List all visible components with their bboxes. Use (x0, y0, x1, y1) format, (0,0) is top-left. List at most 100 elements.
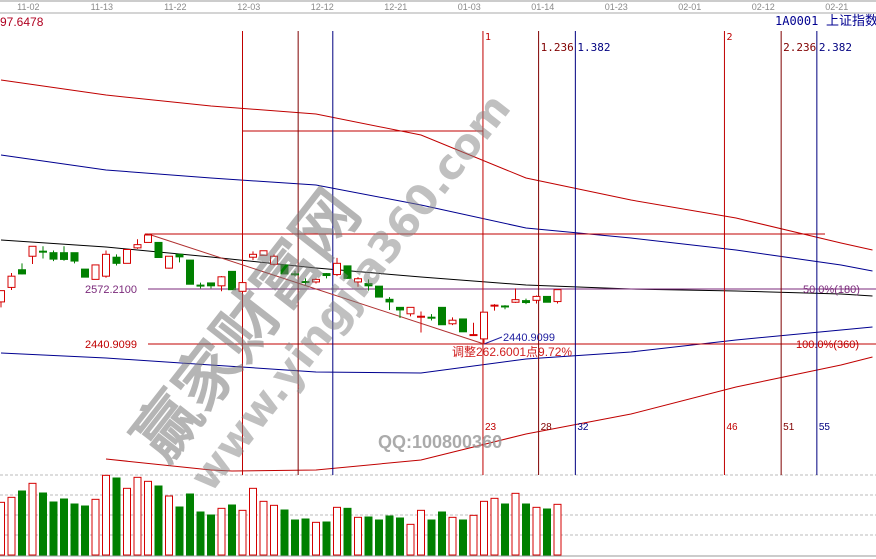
date-tick-label: 01-03 (458, 2, 481, 12)
volume-bar (39, 492, 47, 556)
fib-bar-count-label: 28 (541, 422, 553, 433)
volume-bar (385, 515, 394, 556)
candle (144, 234, 152, 243)
date-tick-label: 01-23 (605, 2, 628, 12)
volume-bar (133, 476, 142, 556)
candle (364, 279, 373, 291)
candle-body (553, 289, 562, 303)
volume-bar (81, 505, 89, 556)
low-marker-label: 2440.9099 (503, 332, 555, 344)
volume-bar (207, 514, 215, 556)
candle-body (7, 275, 16, 288)
candle-body (322, 273, 331, 277)
candle-body (438, 306, 446, 326)
fib-ratio-label: 1.236 (541, 41, 574, 54)
fib-ratio-label: 2 (726, 32, 732, 43)
candle (375, 285, 383, 298)
volume-bar (396, 517, 404, 556)
volume-bar (427, 519, 436, 556)
volume-bar (291, 519, 299, 556)
candle-body (417, 315, 425, 318)
volume-bar (186, 493, 194, 556)
candle-body (133, 244, 142, 249)
level-50-percent-label: 50.0%(180) (803, 284, 860, 296)
candle (133, 239, 142, 249)
candle-body (291, 273, 299, 276)
candle (322, 272, 331, 279)
fib-ratio-label: 1 (485, 32, 491, 43)
volume-bar (438, 511, 446, 556)
candle (217, 276, 226, 292)
candle-body (375, 285, 383, 298)
candle (154, 241, 163, 259)
candle (312, 278, 320, 284)
volume-bar (312, 521, 320, 556)
moving-average-line (0, 326, 873, 374)
candle-body (60, 252, 68, 260)
volume-bar (270, 504, 278, 556)
volume-bar (112, 477, 121, 556)
symbol-code: 1A0001 (775, 14, 818, 28)
fib-ratio-label: 2.382 (819, 41, 852, 54)
candle (186, 259, 194, 285)
candle (0, 290, 5, 308)
date-tick-label: 11-22 (164, 2, 186, 12)
candle (427, 314, 436, 321)
candle (459, 318, 467, 333)
volume-bar (322, 521, 331, 556)
volume-bar (18, 490, 26, 556)
candlesticks (0, 234, 562, 345)
volume-bar (280, 509, 289, 556)
volume-bar (165, 495, 173, 556)
date-tick-label: 02-12 (752, 2, 775, 12)
volume-bar (91, 498, 100, 556)
fib-bar-count-label: 46 (726, 422, 738, 433)
candle-body (175, 253, 184, 258)
candle (406, 306, 415, 317)
candle-body (501, 305, 509, 308)
volume-bar (364, 516, 373, 556)
candle (112, 254, 121, 266)
volume-bar (417, 509, 425, 556)
top-left-value: 97.6478 (0, 15, 44, 29)
candle (70, 252, 79, 264)
volume-bar (532, 506, 541, 556)
fibonacci-overlay: 2572.2100 2440.9099 50.0%(180) 100.0%(360) 1… (85, 31, 876, 475)
volume-bar (196, 511, 205, 556)
volume-bar (102, 474, 110, 556)
candle (81, 268, 89, 278)
date-tick-label: 11-13 (91, 2, 113, 12)
date-tick-label: 02-21 (825, 2, 848, 12)
candle (343, 265, 352, 279)
candle-body (511, 299, 520, 303)
candle-body (112, 256, 121, 264)
candle-body (312, 278, 320, 283)
adjustment-note: 调整262.6001点9.72% (452, 344, 572, 359)
candle (7, 272, 16, 291)
candle (480, 311, 488, 345)
volume-bar (375, 519, 383, 556)
candle (175, 253, 184, 263)
candle (196, 282, 205, 289)
candle-body (280, 264, 289, 275)
date-tick-label: 02-01 (678, 2, 701, 12)
volume-bar (490, 497, 499, 556)
candle-body (301, 281, 310, 284)
volume-bar (228, 504, 236, 556)
candle (448, 317, 457, 326)
volume-bar (543, 508, 551, 556)
candle (532, 295, 541, 304)
candle (228, 270, 236, 291)
date-tick-label: 12-21 (384, 2, 407, 12)
chart-labels: 97.6478 1A0001 上证指数 (0, 13, 876, 29)
candle (270, 254, 278, 266)
fib-ratio-label: 1.382 (577, 41, 610, 54)
volume-bar (175, 506, 184, 556)
candle-body (228, 270, 236, 291)
candle-body (207, 282, 215, 287)
volume-bar (60, 498, 68, 556)
candle (91, 264, 100, 280)
candle-body (0, 290, 5, 303)
candle-body (406, 306, 415, 315)
